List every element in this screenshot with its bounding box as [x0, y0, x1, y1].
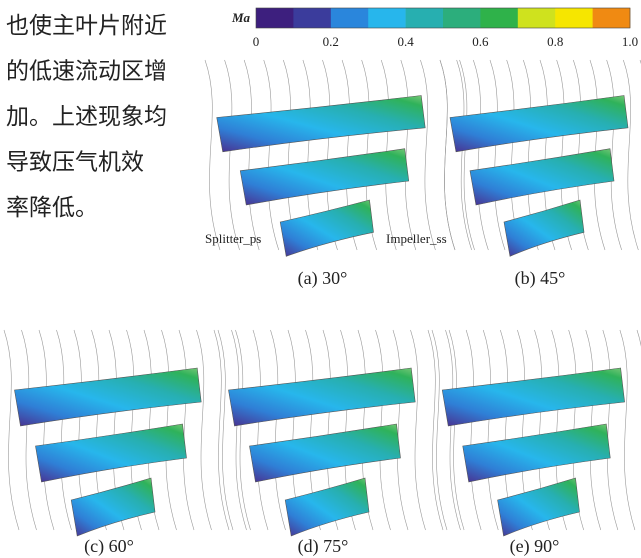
streamline [483, 330, 498, 530]
streamline [466, 330, 481, 530]
impeller-panel: (d) 75° [218, 330, 461, 557]
colorbar-segment [443, 8, 481, 28]
streamline [440, 60, 455, 250]
colorbar: Ma 0 0.2 0.4 0.6 0.8 1.0 [231, 8, 638, 49]
colorbar-segment [368, 8, 406, 28]
colorbar-segment [555, 8, 593, 28]
flow-slab [240, 149, 409, 205]
colorbar-segment [256, 8, 294, 28]
impeller-panel: (c) 60° [4, 330, 247, 557]
impeller-panel: (e) 90° [432, 330, 641, 557]
streamline [225, 60, 240, 250]
streamline [420, 60, 435, 250]
text-line: 也使主叶片附近 [6, 13, 167, 39]
streamline [197, 330, 212, 530]
page: 也使主叶片附近的低速流动区增加。上述现象均导致压气机效率降低。 Ma 0 0.2 0… [0, 0, 641, 558]
panels: (a) 30° (b) 45° (c) 60° (d) 75° (e) 90° [4, 60, 641, 557]
streamline [271, 330, 286, 530]
colorbar-tick-label: 0.8 [547, 34, 563, 49]
flow-slab [71, 478, 155, 536]
impeller-panel: (b) 45° [440, 60, 641, 289]
colorbar-label: Ma [231, 10, 251, 25]
streamline [205, 60, 220, 250]
streamline [449, 330, 464, 530]
colorbar-segment [293, 8, 331, 28]
caption: (c) 60° [84, 536, 134, 557]
streamline [428, 330, 443, 530]
flow-slab [15, 368, 202, 426]
streamline [411, 330, 426, 530]
streamline [446, 330, 461, 530]
streamline [440, 60, 455, 250]
colorbar-segment [480, 8, 518, 28]
annotation: Impeller_ss [386, 231, 447, 246]
colorbar-tick-label: 0.6 [472, 34, 489, 49]
streamline [232, 330, 247, 530]
text-line: 率降低。 [6, 195, 98, 221]
colorbar-segment [406, 8, 444, 28]
streamline [4, 330, 19, 530]
colorbar-tick-label: 1.0 [622, 34, 638, 49]
caption: (a) 30° [298, 268, 348, 289]
annotation: Splitter_ps [205, 231, 261, 246]
streamline [39, 330, 54, 530]
colorbar-tick-label: 0 [253, 34, 260, 49]
streamline [457, 60, 472, 250]
flow-slab [470, 149, 614, 205]
flow-slab [442, 368, 624, 426]
streamline [490, 60, 505, 250]
flow-slab [229, 368, 416, 426]
colorbar-segment [331, 8, 369, 28]
flow-slab [498, 478, 580, 536]
streamline [244, 60, 259, 250]
caption: (d) 75° [298, 536, 349, 557]
caption: (b) 45° [515, 268, 566, 289]
colorbar-tick-label: 0.4 [397, 34, 414, 49]
colorbar-tick-label: 0.2 [323, 34, 339, 49]
colorbar-segment [593, 8, 631, 28]
text-line: 加。上述现象均 [6, 104, 167, 130]
flow-slab [285, 478, 369, 536]
streamline [623, 60, 638, 250]
flow-slab [36, 424, 187, 482]
streamline [637, 330, 641, 530]
flow-slab [250, 424, 401, 482]
flow-slab [450, 96, 628, 152]
streamline [214, 330, 229, 530]
streamline [620, 330, 635, 530]
impeller-panel: (a) 30° [205, 60, 475, 289]
caption: (e) 90° [510, 536, 560, 557]
colorbar-segment [518, 8, 556, 28]
text-line: 导致压气机效 [6, 150, 144, 176]
flow-slab [280, 200, 373, 256]
streamline [264, 60, 279, 250]
flow-slab [217, 96, 425, 152]
streamline [253, 330, 268, 530]
streamline [57, 330, 72, 530]
text-line: 的低速流动区增 [6, 59, 167, 85]
flow-slab [504, 200, 584, 256]
flow-slab [463, 424, 611, 482]
streamline [473, 60, 488, 250]
streamline [22, 330, 37, 530]
